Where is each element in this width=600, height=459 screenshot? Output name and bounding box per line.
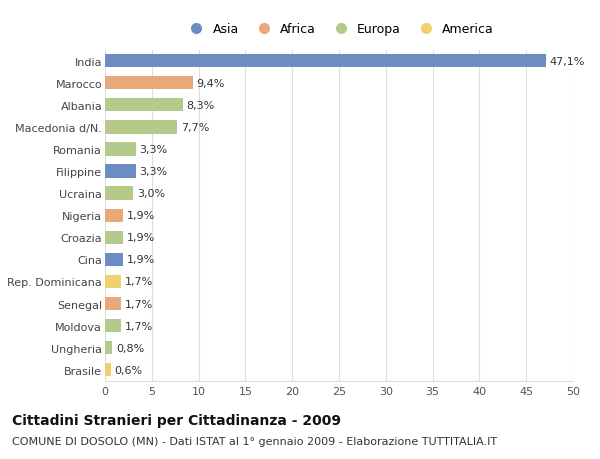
Text: 1,9%: 1,9% [127,211,155,221]
Text: 3,3%: 3,3% [140,167,168,177]
Bar [105,253,123,266]
Text: 3,3%: 3,3% [140,145,168,155]
Text: 1,9%: 1,9% [127,233,155,243]
Text: Cittadini Stranieri per Cittadinanza - 2009: Cittadini Stranieri per Cittadinanza - 2… [12,413,341,427]
Legend: Asia, Africa, Europa, America: Asia, Africa, Europa, America [179,18,499,41]
Bar [105,187,133,200]
Bar [105,77,193,90]
Bar [105,99,182,112]
Bar [105,341,112,354]
Bar [105,231,123,244]
Text: 0,6%: 0,6% [115,365,142,375]
Bar [105,364,110,376]
Text: 9,4%: 9,4% [197,78,225,89]
Text: 1,9%: 1,9% [127,255,155,265]
Bar [105,319,121,332]
Text: COMUNE DI DOSOLO (MN) - Dati ISTAT al 1° gennaio 2009 - Elaborazione TUTTITALIA.: COMUNE DI DOSOLO (MN) - Dati ISTAT al 1°… [12,436,497,446]
Bar [105,143,136,156]
Text: 3,0%: 3,0% [137,189,165,199]
Bar [105,165,136,178]
Bar [105,209,123,222]
Text: 0,8%: 0,8% [116,343,145,353]
Text: 8,3%: 8,3% [187,101,215,111]
Text: 1,7%: 1,7% [125,299,153,309]
Bar [105,275,121,288]
Bar [105,121,177,134]
Bar [105,297,121,310]
Text: 7,7%: 7,7% [181,123,209,133]
Bar [105,55,546,68]
Text: 1,7%: 1,7% [125,321,153,331]
Text: 1,7%: 1,7% [125,277,153,287]
Text: 47,1%: 47,1% [550,56,585,67]
